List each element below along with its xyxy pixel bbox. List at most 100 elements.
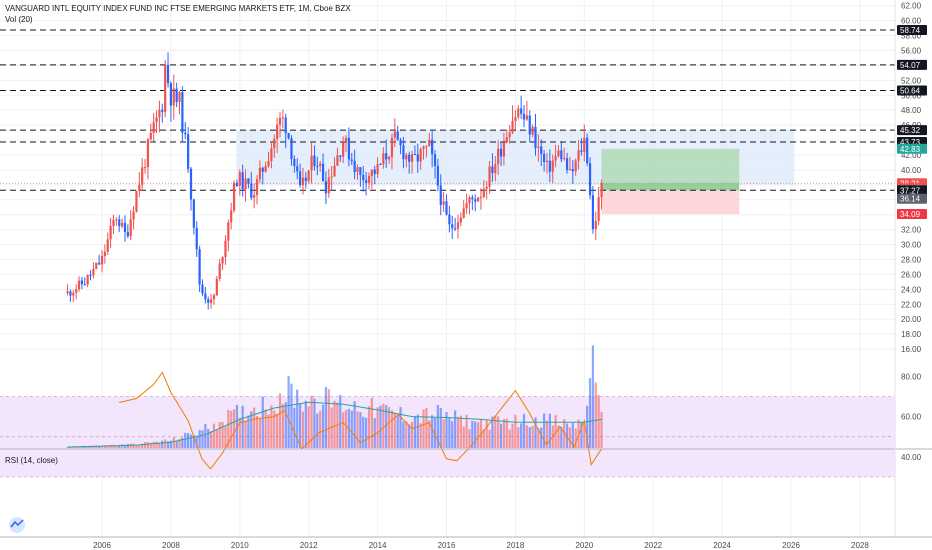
candle-body	[376, 164, 379, 174]
candle-body	[304, 177, 307, 181]
candle-body	[298, 171, 302, 186]
volume-ma-line	[67, 401, 602, 448]
horizontal-levels[interactable]	[0, 29, 895, 191]
volume-bar	[293, 407, 296, 448]
candle-body	[514, 117, 517, 122]
volume-bar	[451, 421, 454, 448]
candle-body	[468, 197, 471, 204]
candle-body	[385, 153, 388, 160]
candle-body	[166, 64, 170, 84]
price-tag: 37.27	[897, 185, 927, 196]
price-tag: 58.74	[897, 25, 927, 35]
candle-body	[109, 225, 112, 240]
logo-mark	[10, 519, 24, 528]
price-tag-text: 42.83	[900, 145, 921, 154]
candle-body	[293, 159, 296, 167]
volume-bar	[143, 442, 147, 448]
candle-body	[531, 126, 534, 135]
volume-bar	[149, 442, 152, 448]
time-tick-label: 2028	[851, 541, 869, 550]
candle-body	[370, 169, 373, 176]
candle-body	[83, 284, 86, 286]
price-tag-text: 43.73	[900, 138, 921, 147]
volume-bar	[456, 416, 460, 448]
candle-body	[86, 274, 89, 285]
volume-bar	[387, 407, 391, 448]
time-tick-label: 2008	[162, 541, 180, 550]
volume-bar	[583, 423, 586, 448]
time-tick-label: 2026	[782, 541, 800, 550]
volume-bar	[258, 417, 261, 448]
volume-bar	[281, 404, 284, 448]
candle-body	[508, 132, 511, 138]
volume-bar	[221, 421, 224, 448]
candle-body	[563, 158, 566, 160]
tradingview-logo-icon[interactable]	[9, 517, 25, 533]
candle-body	[439, 185, 442, 205]
candle-body	[356, 167, 359, 173]
volume-bar	[172, 437, 175, 448]
volume-bar	[301, 411, 305, 448]
volume-bar	[476, 422, 480, 448]
volume-bar	[146, 442, 150, 448]
volume-bar	[408, 424, 411, 448]
candle-body	[382, 153, 385, 165]
candle-body	[540, 146, 543, 154]
candle-body	[100, 255, 104, 265]
candle-body	[209, 299, 213, 303]
volume-bar	[393, 413, 396, 448]
time-tick-label: 2024	[713, 541, 731, 550]
candle-body	[565, 158, 569, 171]
volume-bar	[574, 428, 577, 448]
price-tag-bg	[897, 125, 927, 136]
candle-body	[235, 182, 239, 186]
volume-bar	[350, 410, 353, 448]
candle-body	[408, 154, 411, 162]
price-tag-bg	[897, 209, 927, 220]
candlesticks[interactable]	[66, 52, 603, 310]
rsi-tick-label: 80.00	[901, 372, 922, 381]
price-tag-bg	[897, 193, 927, 204]
volume-bar	[307, 406, 310, 448]
volume-bars	[66, 345, 603, 448]
volume-bar	[204, 423, 207, 448]
volume-bar	[189, 434, 193, 448]
candle-body	[284, 117, 287, 134]
volume-bar	[115, 445, 118, 448]
candle-body	[591, 195, 595, 229]
volume-bar	[563, 419, 566, 448]
volume-bar	[431, 415, 434, 448]
price-tick-label: 56.00	[901, 46, 922, 55]
candle-body	[164, 64, 167, 112]
candle-body	[244, 178, 247, 190]
price-tick-label: 26.00	[901, 270, 922, 279]
candle-body	[600, 183, 603, 198]
candle-body	[175, 88, 178, 102]
volume-bar	[339, 394, 342, 448]
volume-bar	[267, 414, 270, 448]
volume-bar	[86, 446, 89, 448]
volume-bar	[92, 445, 95, 448]
candle-body	[212, 295, 216, 300]
candle-body	[77, 280, 81, 290]
volume-bar	[534, 417, 537, 448]
volume-bar	[123, 445, 127, 448]
candle-body	[525, 115, 528, 120]
time-tick-label: 2022	[644, 541, 662, 550]
candle-body	[129, 219, 132, 237]
candle-body	[353, 160, 356, 173]
price-axis-ticks: 16.00 18.00 20.00 22.00 24.00 26.00 28.00 30.00…	[901, 2, 922, 354]
price-tag-bg	[897, 59, 927, 70]
rsi-tick-label: 40.00	[901, 453, 922, 462]
candle-body	[545, 160, 549, 162]
candle-body	[327, 177, 330, 194]
volume-bar	[201, 430, 204, 448]
volume-bar	[445, 412, 448, 448]
candle-body	[158, 109, 161, 118]
candle-body	[143, 167, 147, 169]
volume-bar	[365, 417, 368, 448]
candle-body	[583, 137, 586, 152]
volume-bar	[178, 438, 181, 448]
volume-bar	[164, 439, 167, 448]
